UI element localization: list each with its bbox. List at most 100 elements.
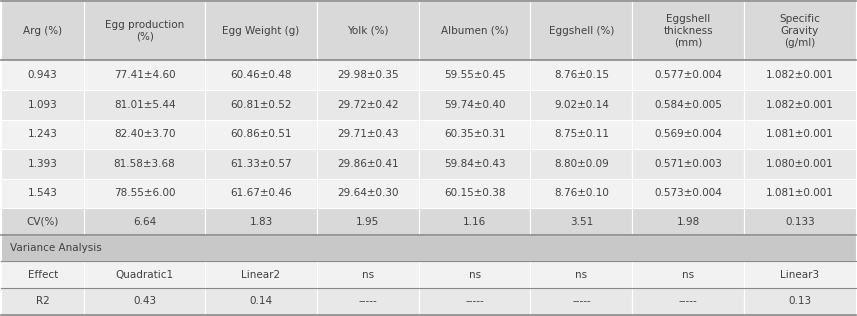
Bar	[530, 1, 632, 60]
Bar	[419, 208, 530, 235]
Text: 1.95: 1.95	[357, 216, 380, 227]
Bar	[530, 179, 632, 208]
Bar	[744, 119, 855, 149]
Bar	[205, 119, 317, 149]
Text: Specific
Gravity
(g/ml): Specific Gravity (g/ml)	[779, 14, 820, 47]
Text: 0.14: 0.14	[249, 296, 273, 306]
Text: Albumen (%): Albumen (%)	[440, 26, 508, 36]
Text: Arg (%): Arg (%)	[23, 26, 63, 36]
Text: 0.943: 0.943	[27, 70, 57, 80]
Text: 59.74±0.40: 59.74±0.40	[444, 100, 506, 110]
Text: 29.64±0.30: 29.64±0.30	[337, 188, 399, 198]
Text: Variance Analysis: Variance Analysis	[10, 243, 102, 253]
Bar	[84, 208, 205, 235]
Text: R2: R2	[36, 296, 50, 306]
Bar	[530, 208, 632, 235]
Bar	[632, 288, 744, 315]
Bar	[419, 90, 530, 119]
Bar	[2, 90, 84, 119]
Text: 59.55±0.45: 59.55±0.45	[444, 70, 506, 80]
Bar	[744, 288, 855, 315]
Text: Linear3: Linear3	[780, 270, 819, 280]
Bar	[2, 261, 84, 288]
Text: ns: ns	[682, 270, 694, 280]
Text: 1.082±0.001: 1.082±0.001	[766, 100, 834, 110]
Text: 1.393: 1.393	[27, 159, 57, 169]
Bar	[530, 60, 632, 90]
Bar	[205, 208, 317, 235]
Text: Egg production
(%): Egg production (%)	[105, 20, 184, 42]
Bar	[2, 288, 84, 315]
Bar	[317, 208, 419, 235]
Text: 81.01±5.44: 81.01±5.44	[114, 100, 176, 110]
Text: 0.573±0.004: 0.573±0.004	[654, 188, 722, 198]
Bar	[84, 149, 205, 179]
Bar	[2, 119, 84, 149]
Text: 1.243: 1.243	[27, 129, 57, 139]
Bar	[317, 149, 419, 179]
Text: ns: ns	[362, 270, 374, 280]
Bar	[205, 261, 317, 288]
Bar	[205, 149, 317, 179]
Bar	[317, 288, 419, 315]
Text: 59.84±0.43: 59.84±0.43	[444, 159, 506, 169]
Bar	[205, 288, 317, 315]
Bar	[632, 261, 744, 288]
Bar	[2, 1, 84, 60]
Bar	[419, 261, 530, 288]
Bar	[2, 149, 84, 179]
Bar	[632, 1, 744, 60]
Bar	[2, 235, 855, 261]
Bar	[419, 1, 530, 60]
Bar	[744, 149, 855, 179]
Text: 61.67±0.46: 61.67±0.46	[231, 188, 292, 198]
Bar	[317, 60, 419, 90]
Text: Quadratic1: Quadratic1	[116, 270, 174, 280]
Text: 0.577±0.004: 0.577±0.004	[654, 70, 722, 80]
Bar	[530, 119, 632, 149]
Bar	[84, 60, 205, 90]
Text: 1.98: 1.98	[676, 216, 700, 227]
Bar	[317, 119, 419, 149]
Text: Yolk (%): Yolk (%)	[347, 26, 388, 36]
Text: 0.571±0.003: 0.571±0.003	[654, 159, 722, 169]
Bar	[744, 60, 855, 90]
Bar	[632, 179, 744, 208]
Bar	[317, 1, 419, 60]
Text: 1.543: 1.543	[27, 188, 57, 198]
Bar	[419, 119, 530, 149]
Bar	[632, 119, 744, 149]
Text: -----: -----	[572, 296, 590, 306]
Text: 9.02±0.14: 9.02±0.14	[554, 100, 608, 110]
Text: -----: -----	[465, 296, 484, 306]
Text: 60.86±0.51: 60.86±0.51	[231, 129, 291, 139]
Text: 1.080±0.001: 1.080±0.001	[766, 159, 834, 169]
Text: 1.16: 1.16	[463, 216, 486, 227]
Text: CV(%): CV(%)	[27, 216, 59, 227]
Text: 1.082±0.001: 1.082±0.001	[766, 70, 834, 80]
Text: 29.72±0.42: 29.72±0.42	[337, 100, 399, 110]
Bar	[419, 179, 530, 208]
Bar	[632, 208, 744, 235]
Text: 1.081±0.001: 1.081±0.001	[766, 129, 834, 139]
Bar	[744, 208, 855, 235]
Bar	[530, 261, 632, 288]
Text: -----: -----	[679, 296, 698, 306]
Text: ns: ns	[575, 270, 587, 280]
Text: 60.15±0.38: 60.15±0.38	[444, 188, 506, 198]
Text: 0.569±0.004: 0.569±0.004	[654, 129, 722, 139]
Bar	[317, 261, 419, 288]
Bar	[744, 261, 855, 288]
Bar	[205, 90, 317, 119]
Text: 29.86±0.41: 29.86±0.41	[337, 159, 399, 169]
Text: 61.33±0.57: 61.33±0.57	[231, 159, 292, 169]
Bar	[530, 288, 632, 315]
Text: ns: ns	[469, 270, 481, 280]
Text: 3.51: 3.51	[570, 216, 593, 227]
Text: 1.081±0.001: 1.081±0.001	[766, 188, 834, 198]
Bar	[744, 90, 855, 119]
Bar	[419, 288, 530, 315]
Text: 60.46±0.48: 60.46±0.48	[231, 70, 291, 80]
Bar	[744, 179, 855, 208]
Text: 1.093: 1.093	[27, 100, 57, 110]
